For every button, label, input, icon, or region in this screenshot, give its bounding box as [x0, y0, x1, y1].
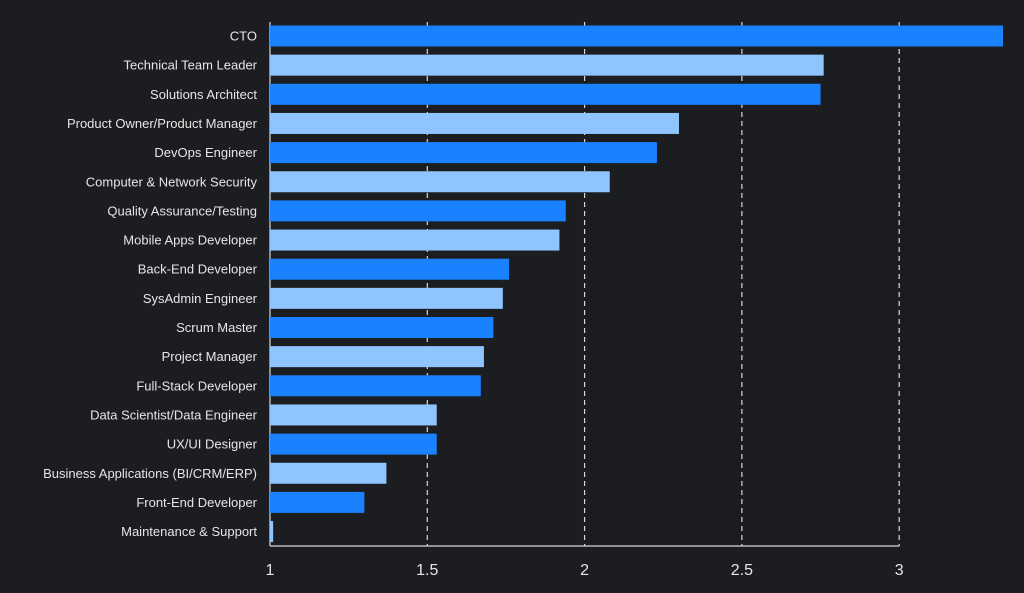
x-tick-layer: 1 1.5 2 2.5 3: [266, 562, 904, 579]
category-label: Project Manager: [162, 349, 258, 364]
category-label: Data Scientist/Data Engineer: [90, 407, 258, 422]
bar: [270, 346, 484, 368]
bar: [270, 171, 610, 193]
bar: [270, 375, 481, 397]
bar: [270, 229, 560, 251]
bar: [270, 317, 494, 338]
category-label: Back-End Developer: [138, 262, 258, 277]
category-label: DevOps Engineer: [154, 145, 257, 160]
x-tick-label: 2: [580, 562, 589, 579]
bar: [270, 142, 657, 164]
category-label: UX/UI Designer: [167, 437, 258, 452]
category-label: Scrum Master: [176, 320, 258, 335]
category-label: Maintenance & Support: [121, 524, 257, 539]
bar: [270, 54, 824, 76]
category-label: Front-End Developer: [136, 495, 257, 510]
category-label: Technical Team Leader: [124, 58, 258, 73]
bar: [270, 521, 274, 543]
bar: [270, 433, 437, 455]
category-label: Full-Stack Developer: [136, 378, 257, 393]
category-label: Solutions Architect: [150, 87, 257, 102]
category-label: Quality Assurance/Testing: [107, 203, 257, 218]
category-label: Mobile Apps Developer: [123, 233, 257, 248]
x-tick-label: 3: [895, 562, 904, 579]
bar: [270, 491, 365, 513]
bar: [270, 200, 566, 222]
x-tick-label: 1: [266, 562, 275, 579]
bar: [270, 83, 821, 105]
bar-layer: [270, 25, 1003, 543]
bar: [270, 112, 679, 134]
bar: [270, 25, 1003, 47]
category-label-layer: CTO Technical Team Leader Solutions Archit…: [43, 29, 258, 540]
category-label: Business Applications (BI/CRM/ERP): [43, 466, 257, 481]
category-label: SysAdmin Engineer: [143, 291, 258, 306]
category-label: Product Owner/Product Manager: [67, 116, 258, 131]
bar: [270, 462, 387, 484]
bar: [270, 404, 437, 426]
grid-layer: [269, 22, 900, 547]
bar: [270, 287, 503, 309]
category-label: CTO: [230, 29, 257, 44]
x-tick-label: 1.5: [416, 562, 438, 579]
bar: [270, 258, 510, 280]
category-label: Computer & Network Security: [86, 174, 258, 189]
x-tick-label: 2.5: [731, 562, 753, 579]
